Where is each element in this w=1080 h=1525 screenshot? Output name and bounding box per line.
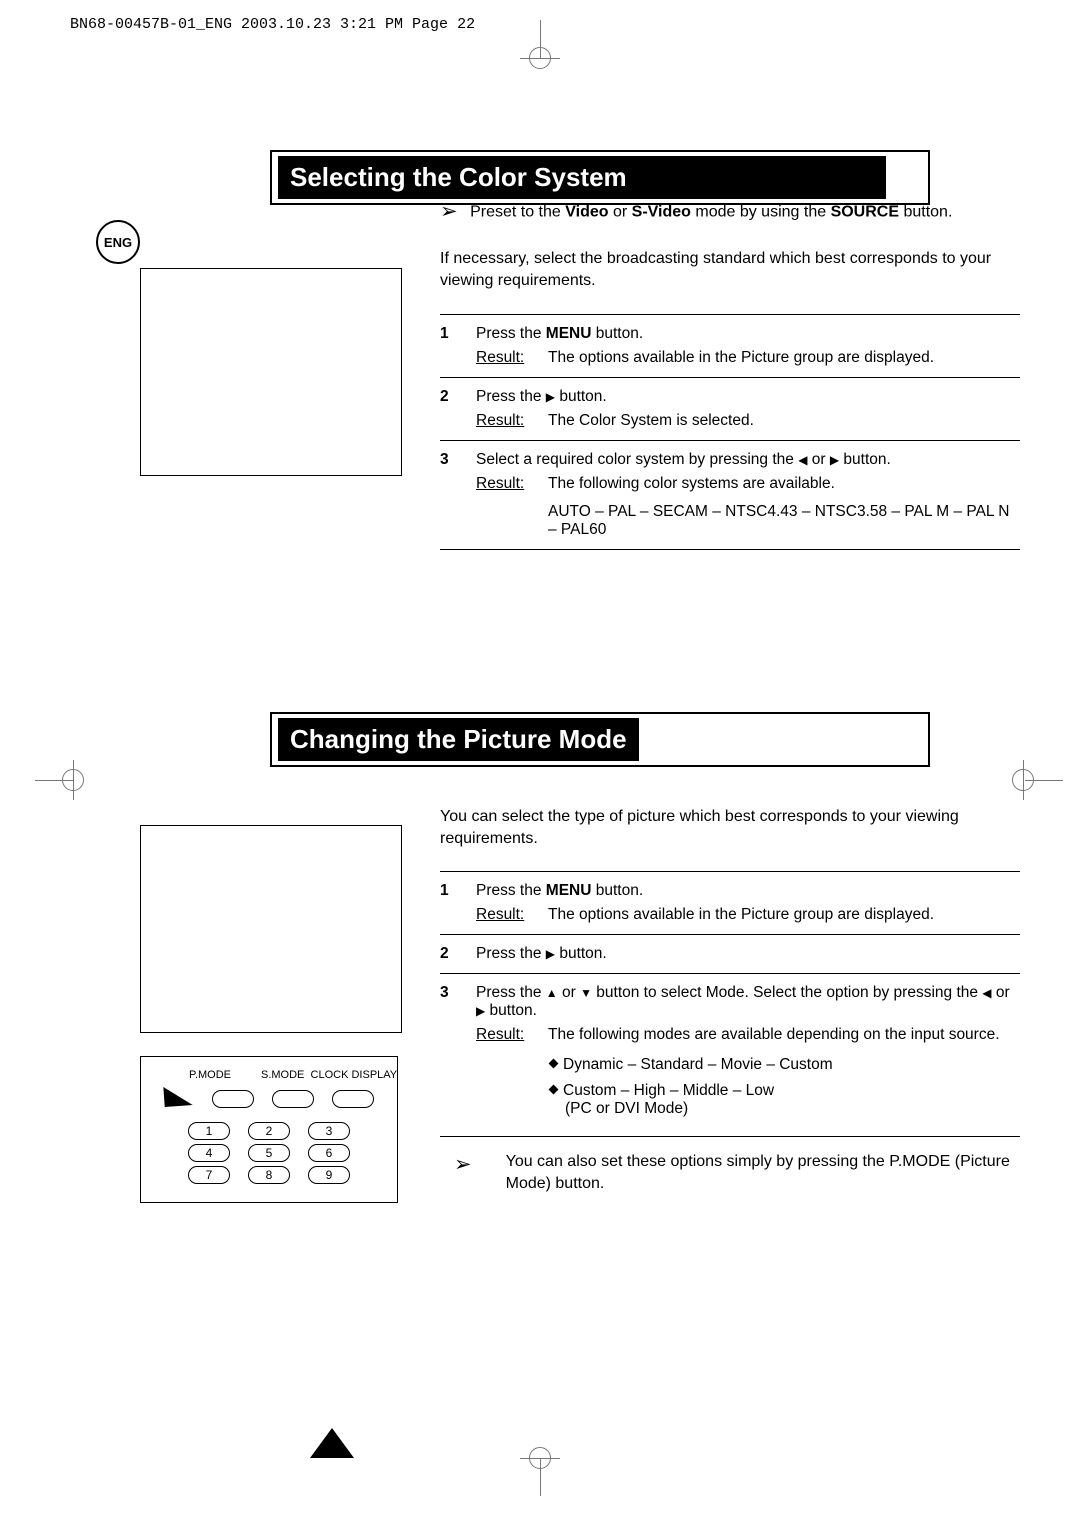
note-arrow-icon: ➢ (440, 198, 458, 226)
divider (440, 871, 1020, 872)
right-arrow-icon (830, 451, 839, 468)
section-title: Changing the Picture Mode (278, 718, 639, 761)
step-num: 1 (440, 882, 476, 924)
remote-num-button: 8 (248, 1166, 290, 1184)
power-icon (164, 1084, 194, 1114)
step-1: 1 Press the MENU button. Result: The opt… (440, 882, 1020, 924)
language-badge: ENG (96, 220, 140, 264)
remote-label: P.MODE (189, 1069, 231, 1081)
right-arrow-icon (546, 388, 555, 405)
up-arrow-icon (546, 984, 558, 1001)
remote-number-row: 1 2 3 (159, 1122, 379, 1140)
result-label: Result: (476, 412, 548, 430)
screenshot-placeholder-1 (140, 268, 402, 476)
screenshot-placeholder-2 (140, 825, 402, 1033)
divider (440, 934, 1020, 935)
step-num: 3 (440, 984, 476, 1118)
remote-button (212, 1090, 254, 1108)
page-number-marker (310, 1428, 354, 1458)
print-header: BN68-00457B-01_ENG 2003.10.23 3:21 PM Pa… (70, 16, 475, 33)
crop-mark-right (1005, 760, 1045, 800)
step-2: 2 Press the button. Result: The Color Sy… (440, 388, 1020, 430)
mode-list-1: Dynamic – Standard – Movie – Custom (476, 1056, 1020, 1074)
result-label: Result: (476, 475, 548, 493)
divider (440, 440, 1020, 441)
remote-num-button: 2 (248, 1122, 290, 1140)
right-arrow-icon (476, 1002, 485, 1019)
remote-number-row: 7 8 9 (159, 1166, 379, 1184)
remote-num-button: 1 (188, 1122, 230, 1140)
tip-text: You can also set these options simply by… (506, 1151, 1020, 1194)
divider (440, 1136, 1020, 1137)
crop-mark-top (520, 0, 560, 40)
page-number: 22 (321, 1458, 337, 1474)
remote-labels: P.MODE S.MODE CLOCK DISPLAY (189, 1069, 379, 1081)
title-bold: Selecting the Color System (290, 162, 627, 192)
color-system-list: AUTO – PAL – SECAM – NTSC4.43 – NTSC3.58… (476, 503, 1020, 539)
remote-diagram: P.MODE S.MODE CLOCK DISPLAY 1 2 3 4 5 6 … (140, 1056, 398, 1203)
result-text: The following color systems are availabl… (548, 475, 835, 493)
remote-num-button: 4 (188, 1144, 230, 1162)
step-text: Press the or button to select Mode. Sele… (476, 984, 1020, 1118)
remote-num-button: 9 (308, 1166, 350, 1184)
step-3: 3 Select a required color system by pres… (440, 451, 1020, 539)
step-num: 2 (440, 945, 476, 963)
divider (440, 549, 1020, 550)
remote-num-button: 3 (308, 1122, 350, 1140)
section-title: Selecting the Color System (Video or S-V… (278, 156, 886, 199)
result-text: The options available in the Picture gro… (548, 349, 934, 367)
remote-label: S.MODE CLOCK DISPLAY (261, 1069, 397, 1081)
left-arrow-icon (982, 984, 991, 1001)
remote-button (332, 1090, 374, 1108)
divider (440, 314, 1020, 315)
remote-num-button: 6 (308, 1144, 350, 1162)
down-arrow-icon (580, 984, 592, 1001)
left-arrow-icon (798, 451, 807, 468)
result-text: The options available in the Picture gro… (548, 906, 934, 924)
divider (440, 377, 1020, 378)
section2-body: You can select the type of picture which… (440, 806, 1020, 1194)
bullet-icon (549, 1059, 559, 1069)
note-arrow-icon: ➢ (440, 1151, 498, 1194)
section-picture-mode: Changing the Picture Mode (270, 712, 930, 767)
remote-num-button: 5 (248, 1144, 290, 1162)
result-label: Result: (476, 906, 548, 924)
section1-body: ➢ Preset to the Video or S-Video mode by… (440, 198, 1020, 560)
crop-mark-bottom (520, 1478, 560, 1518)
preset-note: ➢ Preset to the Video or S-Video mode by… (440, 198, 1020, 226)
right-arrow-icon (546, 945, 555, 962)
step-num: 3 (440, 451, 476, 539)
page-frame: ENG Selecting the Color System (Video or… (100, 80, 1000, 1480)
result-text: The following modes are available depend… (548, 1026, 1000, 1044)
step-text: Press the button. Result: The Color Syst… (476, 388, 1020, 430)
bullet-icon (549, 1085, 559, 1095)
section-color-system: Selecting the Color System (Video or S-V… (270, 150, 930, 205)
section-title-box: Selecting the Color System (Video or S-V… (270, 150, 930, 205)
remote-number-row: 4 5 6 (159, 1144, 379, 1162)
section2-intro: You can select the type of picture which… (440, 806, 1020, 849)
remote-top-row (159, 1084, 379, 1114)
step-text: Press the button. (476, 945, 1020, 963)
step-3: 3 Press the or button to select Mode. Se… (440, 984, 1020, 1118)
step-1: 1 Press the MENU button. Result: The opt… (440, 325, 1020, 367)
step-text: Press the MENU button. Result: The optio… (476, 325, 1020, 367)
result-label: Result: (476, 349, 548, 367)
remote-button (272, 1090, 314, 1108)
section1-intro: If necessary, select the broadcasting st… (440, 248, 1020, 291)
step-num: 1 (440, 325, 476, 367)
result-label: Result: (476, 1026, 548, 1044)
title-sub: (Video or S-Video Mode) (627, 166, 874, 191)
result-text: The Color System is selected. (548, 412, 754, 430)
step-num: 2 (440, 388, 476, 430)
step-2: 2 Press the button. (440, 945, 1020, 963)
crop-mark-left (55, 760, 95, 800)
step-text: Press the MENU button. Result: The optio… (476, 882, 1020, 924)
mode-list-2: Custom – High – Middle – Low (PC or DVI … (476, 1082, 1020, 1118)
remote-num-button: 7 (188, 1166, 230, 1184)
section-title-box: Changing the Picture Mode (270, 712, 930, 767)
divider (440, 973, 1020, 974)
pmode-tip: ➢ You can also set these options simply … (440, 1151, 1020, 1194)
step-text: Select a required color system by pressi… (476, 451, 1020, 539)
